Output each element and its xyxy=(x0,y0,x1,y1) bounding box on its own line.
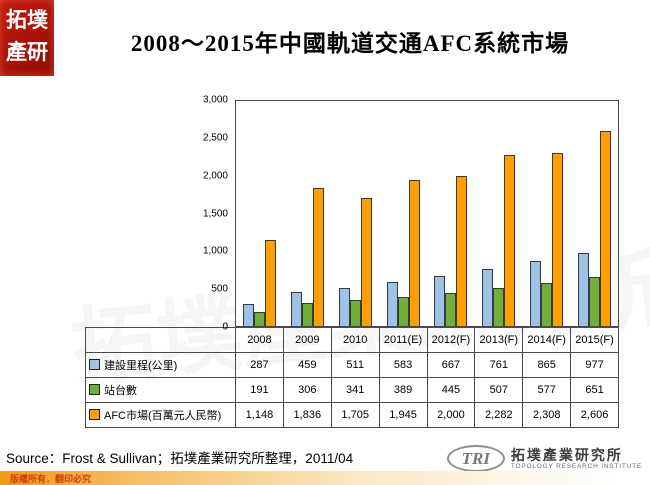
value-cell: 1,945 xyxy=(378,402,428,428)
year-header-cell: 2008 xyxy=(235,327,284,353)
copyright-text: 版權所有．翻印必究 xyxy=(10,473,92,484)
y-tick-label: 0 xyxy=(222,321,228,333)
year-header-cell: 2012(F) xyxy=(426,327,476,353)
tri-oval-icon: TRI xyxy=(446,445,505,472)
series-label-cell: AFC市場(百萬元人民幣) xyxy=(85,402,236,428)
bar xyxy=(551,152,563,326)
bar xyxy=(397,296,409,326)
value-cell: 2,000 xyxy=(426,402,476,428)
value-cell: 583 xyxy=(378,352,428,378)
chart-plot-row: 0 500 1,000 1,500 2,000 2,500 3,000 xyxy=(85,95,619,333)
bar xyxy=(349,300,361,326)
tri-short-text: TRI xyxy=(461,448,490,468)
logo-text-line2: 產研 xyxy=(6,39,48,64)
bar-group-2009 xyxy=(284,101,332,326)
y-tick-label: 1,500 xyxy=(202,208,228,219)
value-cell: 865 xyxy=(522,352,572,378)
value-cell: 191 xyxy=(235,377,284,403)
y-tick-label: 3,000 xyxy=(202,94,228,106)
y-axis: 0 500 1,000 1,500 2,000 2,500 3,000 xyxy=(85,95,235,333)
bar-group-2013(F) xyxy=(475,101,523,326)
topology-seal-logo: 拓墣 產研 xyxy=(0,0,54,76)
value-cell: 1,705 xyxy=(330,402,380,428)
value-cell: 445 xyxy=(426,377,476,403)
table-corner-cell xyxy=(85,327,236,353)
afc-market-chart: 0 500 1,000 1,500 2,000 2,500 3,000 2008 2009 20… xyxy=(85,95,619,428)
bar xyxy=(445,292,457,326)
value-cell: 1,148 xyxy=(235,402,284,428)
value-cell: 1,836 xyxy=(282,402,332,428)
value-cell: 761 xyxy=(474,352,524,378)
bar-group-2012(F) xyxy=(427,101,475,326)
bar-group-2014(F) xyxy=(523,101,571,326)
slide-title: 2008～2015年中國軌道交通AFC系統市場 xyxy=(130,31,570,56)
bar xyxy=(265,239,277,326)
tri-logo: TRI 拓墣產業研究所 TOPOLOGY RESEARCH INSTITUTE xyxy=(446,445,642,472)
value-cell: 2,606 xyxy=(570,402,619,428)
bar xyxy=(482,268,494,326)
bar xyxy=(302,303,314,326)
bottom-gradient-strip: 版權所有．翻印必究 xyxy=(0,471,650,485)
bar xyxy=(577,252,589,326)
value-cell: 667 xyxy=(426,352,476,378)
bar-group-2010 xyxy=(332,101,380,326)
bar xyxy=(254,311,266,326)
bar xyxy=(588,277,600,326)
bar xyxy=(456,176,468,326)
value-cell: 2,282 xyxy=(474,402,524,428)
bar xyxy=(540,282,552,326)
value-cell: 341 xyxy=(330,377,380,403)
value-cell: 389 xyxy=(378,377,428,403)
source-note: Source：Frost & Sullivan；拓墣產業研究所整理，2011/0… xyxy=(6,451,354,466)
year-header-cell: 2015(F) xyxy=(570,327,619,353)
year-header-cell: 2010 xyxy=(330,327,380,353)
chart-data-table: 2008 2009 2010 2011(E) 2012(F) 2013(F) 2014(F)… xyxy=(85,327,619,428)
year-header-cell: 2014(F) xyxy=(522,327,572,353)
bar-group-2011(E) xyxy=(379,101,427,326)
bar xyxy=(493,287,505,326)
bar xyxy=(408,180,420,326)
value-cell: 651 xyxy=(570,377,619,403)
tri-name-zh: 拓墣產業研究所 xyxy=(510,446,623,463)
bar xyxy=(529,261,541,326)
value-cell: 287 xyxy=(235,352,284,378)
bar xyxy=(243,304,255,326)
tri-name-en: TOPOLOGY RESEARCH INSTITUTE xyxy=(510,462,642,470)
value-cell: 2,308 xyxy=(522,402,572,428)
value-cell: 459 xyxy=(282,352,332,378)
plot-area xyxy=(235,100,619,327)
series-label-cell: 建設里程(公里) xyxy=(85,352,236,378)
bar xyxy=(504,154,516,326)
y-tick-label: 1,000 xyxy=(202,245,228,257)
legend-swatch xyxy=(89,409,100,420)
bar-group-2015(F) xyxy=(570,101,618,326)
bar xyxy=(599,130,611,326)
value-cell: 306 xyxy=(282,377,332,403)
bar xyxy=(434,275,446,326)
value-cell: 577 xyxy=(522,377,572,403)
y-tick-label: 2,000 xyxy=(202,170,228,182)
y-tick-label: 2,500 xyxy=(202,132,228,144)
bar xyxy=(291,291,303,326)
value-cell: 511 xyxy=(330,352,380,378)
value-cell: 977 xyxy=(570,352,619,378)
bar xyxy=(338,287,350,326)
bar xyxy=(386,282,398,326)
y-tick-label: 500 xyxy=(211,283,228,295)
bar-group-2008 xyxy=(236,101,284,326)
legend-swatch xyxy=(89,359,100,370)
year-header-cell: 2013(F) xyxy=(474,327,524,353)
tri-logo-text: 拓墣產業研究所 TOPOLOGY RESEARCH INSTITUTE xyxy=(511,447,642,471)
year-header-cell: 2011(E) xyxy=(378,327,428,353)
value-cell: 507 xyxy=(474,377,524,403)
logo-text-line1: 拓墣 xyxy=(6,8,48,32)
bar xyxy=(313,188,325,326)
year-header-cell: 2009 xyxy=(282,327,332,353)
series-label-cell: 站台數 xyxy=(85,377,236,403)
bar xyxy=(360,198,372,326)
legend-swatch xyxy=(89,384,100,395)
